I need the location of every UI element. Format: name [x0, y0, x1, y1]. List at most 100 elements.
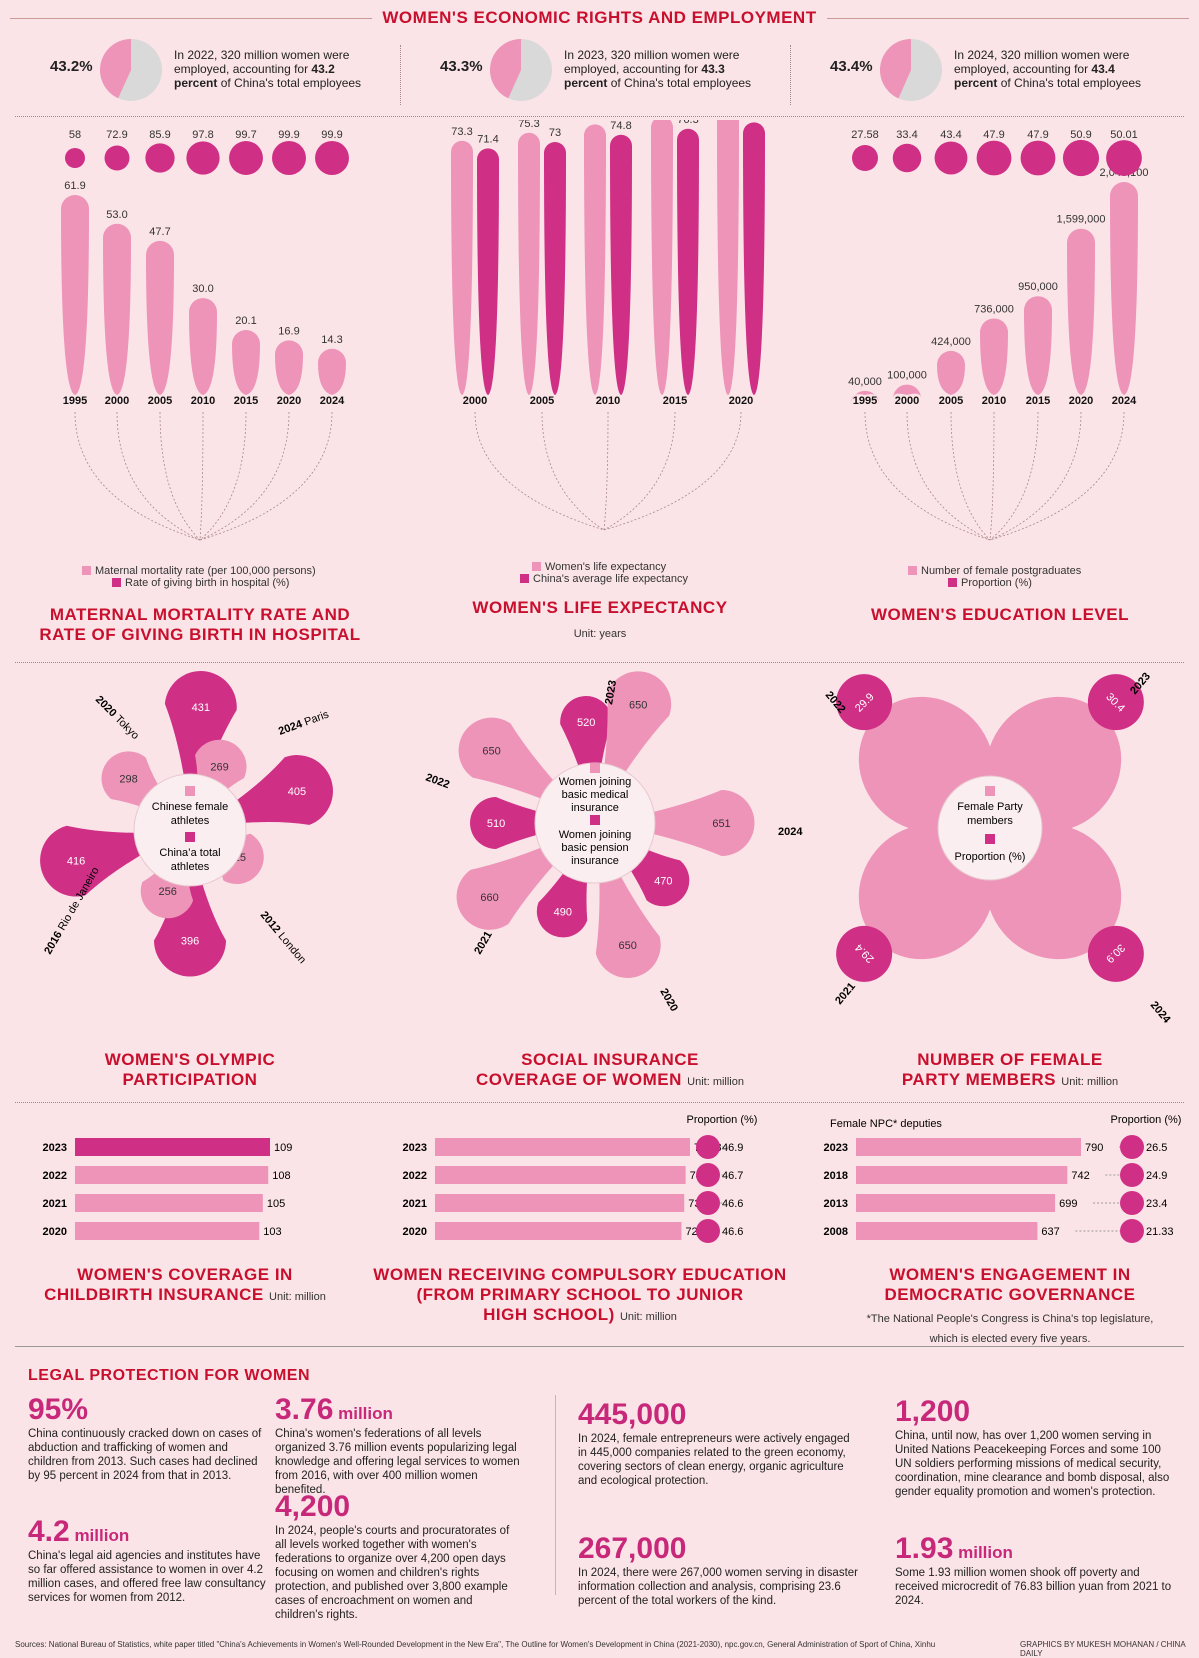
- text-bold: 43.2 percent: [174, 62, 335, 90]
- year-label: 2015: [234, 395, 258, 407]
- employment-pie: [490, 39, 552, 101]
- year-label: 2010: [191, 395, 215, 407]
- legend-label: Number of female postgraduates: [921, 565, 1082, 577]
- year-label: 2023: [43, 1142, 67, 1154]
- mortality-drop: [318, 348, 346, 395]
- data-label: 736,000: [974, 303, 1014, 315]
- proportion-dot: [892, 143, 922, 173]
- pension-petal: [560, 696, 613, 818]
- title-line: WOMEN'S OLYMPIC: [104, 1050, 276, 1069]
- data-label: 47.9: [1027, 129, 1048, 141]
- petal-label: 650: [618, 940, 636, 952]
- title-line: CHILDBIRTH INSURANCE: [44, 1285, 264, 1304]
- proportion-dot: [696, 1191, 720, 1215]
- title-line: HIGH SCHOOL): [483, 1305, 615, 1324]
- year-label: 2023: [824, 1142, 848, 1154]
- data-label: 33.4: [896, 129, 917, 141]
- postgrad-drop: [937, 350, 965, 395]
- bar: [856, 1222, 1038, 1240]
- birth-rate-dot: [65, 148, 85, 168]
- legal-item: 445,000 In 2024, female entrepreneurs wer…: [578, 1398, 858, 1488]
- employment-pct: 43.4%: [830, 58, 873, 75]
- birth-rate-dot: [186, 141, 220, 175]
- legal-number: 445,000: [578, 1398, 858, 1432]
- sources: Sources: National Bureau of Statistics, …: [15, 1640, 935, 1649]
- postgrad-drop: [1110, 182, 1138, 395]
- avg-life-drop: [743, 122, 765, 396]
- legend-label: Maternal mortality rate (per 100,000 per…: [95, 565, 316, 577]
- women-life-drop: [518, 132, 540, 396]
- year-label: 2020: [1069, 395, 1093, 407]
- proportion-dot: [852, 145, 878, 171]
- bar-value: 699: [1059, 1198, 1077, 1210]
- medical-petal: [601, 790, 755, 856]
- header: WOMEN'S ECONOMIC RIGHTS AND EMPLOYMENT: [0, 8, 1199, 28]
- proportion-header: Proportion (%): [1111, 1114, 1182, 1126]
- proportion-dot: [934, 141, 968, 175]
- data-label: 74.8: [610, 120, 631, 132]
- legend-label: Rate of giving birth in hospital (%): [125, 577, 290, 589]
- unit-label: Unit: years: [573, 628, 627, 640]
- bar: [75, 1194, 263, 1212]
- mortality-drop: [232, 330, 260, 395]
- fan-line: [199, 411, 204, 541]
- bar: [435, 1222, 682, 1240]
- employment-text: In 2023, 320 million women were employed…: [564, 48, 754, 90]
- divider: [15, 1346, 1184, 1347]
- bar: [75, 1222, 260, 1240]
- series-label: Female NPC* deputies: [830, 1118, 942, 1130]
- number: 3.76: [275, 1393, 334, 1426]
- unit-label: Unit: million: [269, 1291, 326, 1303]
- year-label: 2005: [148, 395, 172, 407]
- data-label: 77.4: [584, 120, 605, 121]
- legend-item: China's average life expectancy: [520, 573, 688, 585]
- flower-charts-svg: 431405396416298269225256Chinese femaleat…: [40, 670, 1173, 1026]
- center-label: insurance: [571, 802, 619, 814]
- employment-pie: [880, 39, 942, 101]
- legend-swatch: [590, 763, 600, 773]
- proportion-dot: [1020, 140, 1056, 176]
- data-label: 99.9: [278, 129, 299, 141]
- legend-swatch: [985, 786, 995, 796]
- proportion-value: 46.7: [722, 1170, 743, 1182]
- pension-petal-group: 510: [470, 797, 589, 849]
- proportion-dot: [1120, 1135, 1144, 1159]
- data-label: 61.9: [64, 180, 85, 192]
- center-label: members: [967, 815, 1013, 827]
- legal-text: China continuously cracked down on cases…: [28, 1428, 262, 1482]
- pie-slice-women: [880, 39, 911, 99]
- title-line: WOMEN'S ENGAGEMENT IN: [889, 1265, 1131, 1284]
- title-line: WOMEN'S COVERAGE IN: [77, 1265, 293, 1284]
- proportion-dot: [696, 1135, 720, 1159]
- mortality-drop: [275, 340, 303, 395]
- text: of China's total employees: [217, 76, 362, 90]
- year-label: 2010: [982, 395, 1006, 407]
- legal-item: 4.2 million China's legal aid agencies an…: [28, 1515, 268, 1605]
- pension-petal-group: 520: [560, 696, 613, 818]
- legal-number: 1,200: [895, 1395, 1175, 1429]
- postgrad-drop: [851, 390, 879, 405]
- footnote: *The National People's Congress is China…: [866, 1313, 1154, 1325]
- legal-title: LEGAL PROTECTION FOR WOMEN: [28, 1367, 311, 1384]
- year-label: 2021: [833, 980, 858, 1006]
- birth-rate-dot: [272, 141, 306, 175]
- legal-text: Some 1.93 million women shook off povert…: [895, 1567, 1172, 1607]
- data-label: 424,000: [931, 336, 971, 348]
- center-label: athletes: [171, 815, 210, 827]
- year-label: 1995: [853, 395, 877, 407]
- credit: GRAPHICS BY MUKESH MOHANAN / CHINA DAILY: [1020, 1640, 1186, 1658]
- employment-pie: [100, 39, 162, 101]
- women-life-drop: [651, 120, 673, 395]
- olympic-title: WOMEN'S OLYMPIC PARTICIPATION: [60, 1050, 320, 1090]
- year-label: 2020: [403, 1226, 427, 1238]
- undefined-center: [133, 773, 247, 887]
- mortality-drop: [189, 298, 218, 395]
- fan-line: [159, 411, 201, 541]
- legal-text: China's women's federations of all level…: [275, 1428, 520, 1496]
- petal-label: 396: [181, 936, 199, 948]
- unit: million: [953, 1543, 1013, 1562]
- legal-item: 4,200 In 2024, people's courts and procur…: [275, 1490, 520, 1622]
- mortality-drop: [103, 223, 131, 395]
- year-label: 2005: [939, 395, 963, 407]
- legend-swatch: [532, 562, 541, 571]
